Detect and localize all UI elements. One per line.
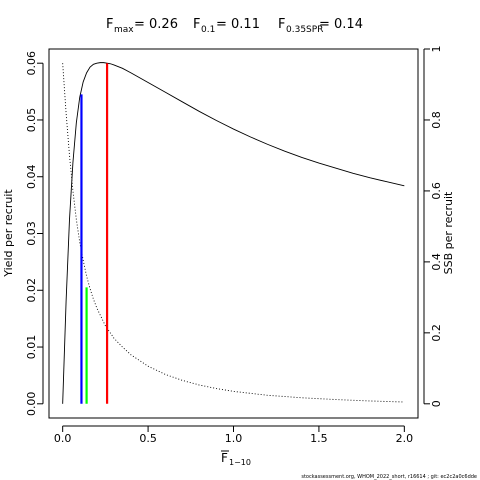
x-tick-label: 0.0 bbox=[54, 432, 72, 445]
title-fspr-sub: 0.35SPR bbox=[286, 25, 323, 35]
title-fspr-base: F bbox=[278, 17, 285, 32]
y-right-tick-label: 0.4 bbox=[430, 253, 443, 271]
x-axis: 0.0 0.5 1.0 1.5 2.0 bbox=[54, 425, 414, 445]
y-axis-left: 0.00 0.01 0.02 0.03 0.04 0.05 0.06 bbox=[25, 51, 44, 417]
y-right-tick-label: 0.2 bbox=[430, 324, 443, 342]
ssb-per-recruit-curve bbox=[62, 63, 405, 403]
y-right-tick-label: 0.6 bbox=[430, 182, 443, 200]
title-fmax-sub: max bbox=[114, 25, 134, 35]
x-tick-label: 0.5 bbox=[139, 432, 157, 445]
title-f01-value: = 0.11 bbox=[216, 17, 260, 32]
y-axis-right: 0 0.2 0.4 0.6 0.8 1 bbox=[423, 46, 443, 407]
y-left-tick-label: 0.06 bbox=[25, 51, 38, 76]
y-axis-left-label: Yield per recruit bbox=[2, 189, 15, 278]
reference-lines bbox=[80, 63, 109, 404]
y-left-tick-label: 0.01 bbox=[25, 335, 38, 360]
x-tick-label: 1.5 bbox=[310, 432, 328, 445]
yield-per-recruit-curve bbox=[62, 62, 405, 404]
title-f01-sub: 0.1 bbox=[201, 25, 215, 35]
title-fmax-value: = 0.26 bbox=[134, 17, 178, 32]
title-fspr-value: = 0.14 bbox=[319, 17, 363, 32]
y-left-tick-label: 0.05 bbox=[25, 108, 38, 133]
y-left-tick-label: 0.04 bbox=[25, 164, 38, 189]
x-axis-label-sub: 1−10 bbox=[229, 458, 251, 467]
x-tick-label: 1.0 bbox=[225, 432, 243, 445]
y-right-tick-label: 0 bbox=[430, 400, 443, 407]
title-f01-base: F bbox=[193, 17, 200, 32]
y-axis-right-label: SSB per recruit bbox=[442, 191, 455, 274]
x-axis-label-base: F bbox=[221, 451, 228, 465]
x-tick-label: 2.0 bbox=[396, 432, 414, 445]
title-fmax-base: F bbox=[106, 17, 113, 32]
footer-note: stockassessment.org, WHOM_2022_short, r1… bbox=[301, 474, 477, 480]
y-right-tick-label: 1 bbox=[430, 46, 443, 53]
y-right-tick-label: 0.8 bbox=[430, 111, 443, 129]
y-left-tick-label: 0.00 bbox=[25, 392, 38, 417]
chart-title: F max = 0.26 F 0.1 = 0.11 F 0.35SPR = 0.… bbox=[106, 17, 363, 35]
plot-frame bbox=[48, 48, 419, 419]
y-left-tick-label: 0.03 bbox=[25, 221, 38, 246]
y-left-tick-label: 0.02 bbox=[25, 278, 38, 303]
x-axis-label: F 1−10 bbox=[221, 450, 251, 467]
series-layer bbox=[62, 62, 405, 404]
